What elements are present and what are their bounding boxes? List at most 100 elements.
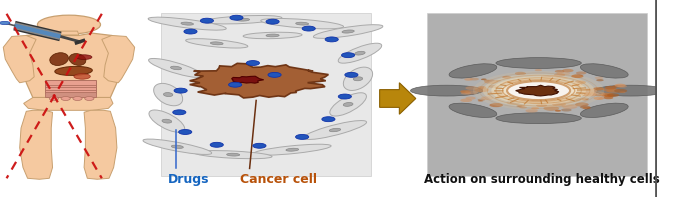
Ellipse shape [261, 19, 344, 29]
Circle shape [549, 82, 562, 85]
Circle shape [561, 100, 572, 103]
Bar [45, 80, 96, 93]
Circle shape [615, 84, 626, 87]
Circle shape [575, 92, 583, 94]
Circle shape [518, 80, 533, 85]
Circle shape [461, 98, 472, 102]
Ellipse shape [73, 97, 82, 100]
Circle shape [502, 76, 511, 79]
Ellipse shape [342, 53, 355, 58]
Circle shape [562, 104, 578, 109]
Circle shape [603, 96, 613, 99]
Circle shape [513, 83, 526, 87]
Circle shape [551, 97, 566, 101]
Circle shape [531, 107, 539, 110]
Ellipse shape [354, 77, 363, 81]
Circle shape [581, 93, 591, 96]
Circle shape [517, 105, 525, 107]
Circle shape [496, 80, 500, 82]
Circle shape [541, 78, 556, 83]
Circle shape [581, 88, 597, 93]
Ellipse shape [243, 32, 302, 39]
Ellipse shape [55, 66, 92, 75]
Circle shape [500, 79, 577, 102]
Ellipse shape [162, 119, 172, 123]
Circle shape [515, 72, 526, 75]
Circle shape [557, 96, 573, 101]
Circle shape [464, 78, 473, 81]
Circle shape [580, 98, 589, 100]
Ellipse shape [171, 66, 181, 70]
Bar [427, 13, 647, 176]
Ellipse shape [303, 121, 367, 139]
Circle shape [461, 92, 471, 95]
Ellipse shape [178, 130, 192, 134]
Circle shape [519, 83, 527, 86]
Polygon shape [102, 35, 134, 83]
Circle shape [559, 77, 568, 79]
Ellipse shape [580, 103, 628, 117]
Circle shape [507, 81, 570, 100]
Ellipse shape [325, 37, 338, 42]
Ellipse shape [580, 64, 628, 78]
Ellipse shape [330, 93, 366, 116]
Ellipse shape [496, 113, 581, 124]
Ellipse shape [85, 97, 94, 100]
Circle shape [574, 81, 586, 84]
Circle shape [538, 97, 544, 99]
Circle shape [508, 92, 523, 97]
Ellipse shape [230, 15, 243, 20]
Circle shape [76, 55, 92, 59]
Circle shape [603, 88, 616, 92]
Circle shape [552, 102, 566, 106]
Circle shape [517, 105, 522, 107]
Circle shape [572, 83, 582, 86]
Circle shape [466, 86, 478, 90]
Ellipse shape [266, 19, 279, 24]
Circle shape [497, 94, 508, 98]
Circle shape [550, 75, 560, 78]
Polygon shape [20, 110, 52, 179]
Circle shape [550, 85, 557, 86]
Circle shape [460, 90, 470, 93]
Circle shape [604, 94, 613, 97]
Circle shape [508, 80, 523, 85]
Polygon shape [4, 35, 36, 83]
Ellipse shape [172, 145, 183, 148]
Ellipse shape [355, 51, 365, 55]
Circle shape [581, 98, 588, 100]
Circle shape [521, 98, 536, 103]
Ellipse shape [229, 82, 241, 87]
Circle shape [489, 103, 503, 107]
Ellipse shape [143, 139, 211, 154]
Ellipse shape [329, 128, 341, 132]
Circle shape [598, 94, 608, 97]
Ellipse shape [200, 18, 214, 23]
Circle shape [591, 91, 606, 96]
Ellipse shape [148, 17, 226, 30]
Circle shape [568, 88, 582, 92]
Text: Action on surrounding healthy cells: Action on surrounding healthy cells [424, 173, 659, 186]
Bar [45, 92, 96, 97]
Circle shape [507, 100, 521, 105]
Circle shape [583, 92, 596, 96]
Circle shape [544, 101, 556, 105]
Ellipse shape [204, 16, 282, 24]
Circle shape [470, 78, 479, 81]
Ellipse shape [410, 85, 483, 96]
Circle shape [37, 15, 101, 34]
Ellipse shape [173, 110, 186, 115]
Polygon shape [24, 98, 113, 110]
Circle shape [522, 78, 531, 81]
Circle shape [608, 94, 615, 97]
Circle shape [575, 83, 582, 85]
Polygon shape [59, 31, 79, 35]
Circle shape [561, 94, 568, 96]
Circle shape [510, 82, 516, 84]
Ellipse shape [322, 117, 335, 122]
Circle shape [526, 109, 538, 112]
Circle shape [582, 107, 591, 109]
Ellipse shape [246, 61, 260, 65]
Ellipse shape [594, 85, 666, 96]
Ellipse shape [211, 42, 223, 45]
